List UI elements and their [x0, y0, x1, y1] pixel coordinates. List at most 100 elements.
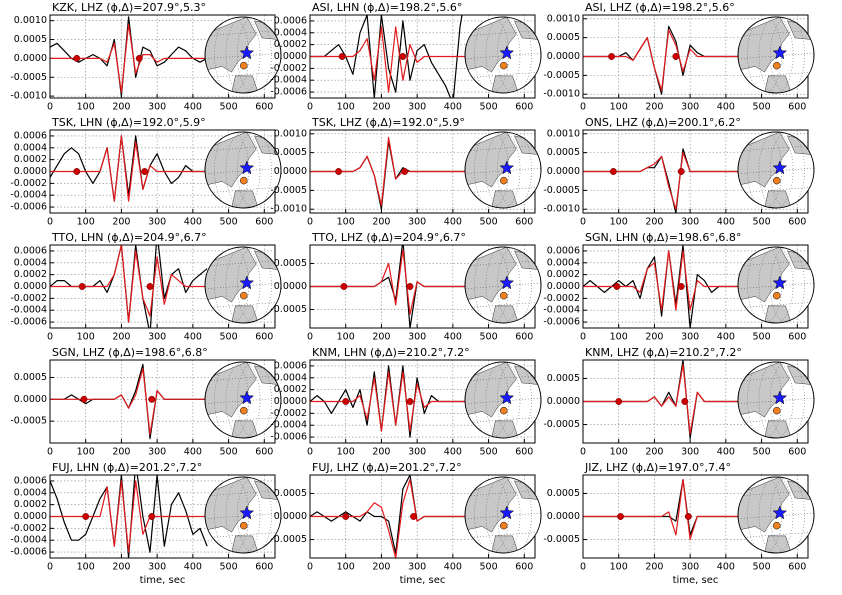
x-tick-label: 100	[610, 562, 628, 573]
globe-outline	[737, 361, 815, 439]
parallel	[738, 375, 814, 382]
y-tick-label: -0.0005	[543, 534, 580, 545]
parallel	[465, 416, 541, 424]
y-tick-label: 0.0005	[547, 373, 580, 384]
y-tick-label: 0.0006	[14, 130, 47, 141]
y-tick-label: 0.0000	[547, 281, 580, 292]
landmass	[491, 420, 519, 438]
parallel	[465, 186, 541, 194]
meridian	[485, 247, 521, 323]
panel-title: TSK, LHZ (ϕ,Δ)=192.0°,5.9°	[311, 116, 465, 129]
x-tick-label: 0	[307, 447, 313, 458]
parallel	[738, 167, 814, 175]
x-tick-label: 600	[255, 102, 273, 113]
meridian	[237, 477, 272, 553]
x-tick-label: 100	[337, 102, 355, 113]
plot-lines	[583, 25, 741, 95]
y-tick-label: -0.0002	[270, 408, 307, 419]
parallel	[465, 490, 541, 497]
epicenter-star	[772, 160, 788, 175]
panel-title: FUJ, LHN (ϕ,Δ)=201.2°,7.2°	[52, 461, 202, 474]
meridian	[758, 132, 794, 208]
x-tick-label: 200	[372, 332, 390, 343]
x-tick-label: 500	[753, 332, 771, 343]
panel-title: SGN, LHN (ϕ,Δ)=198.6°,6.8°	[585, 231, 741, 244]
epicenter-star	[499, 45, 515, 60]
x-tick-label: 400	[717, 562, 735, 573]
x-tick-label: 300	[148, 447, 166, 458]
meridian	[237, 247, 272, 323]
parallel	[205, 397, 281, 405]
plot-lines	[310, 15, 468, 98]
x-tick-label: 300	[681, 102, 699, 113]
x-tick-label: 100	[610, 217, 628, 228]
x-tick-label: 200	[645, 447, 663, 458]
parallel	[205, 52, 281, 60]
epicenter-star	[772, 275, 788, 290]
panel-title: TSK, LHN (ϕ,Δ)=192.0°,5.9°	[51, 116, 206, 129]
station	[240, 406, 248, 415]
parallel	[738, 397, 814, 405]
station	[773, 521, 781, 530]
globe-outline	[464, 476, 542, 554]
parallel	[465, 282, 541, 290]
pick-point	[615, 398, 623, 405]
parallel	[738, 52, 814, 60]
meridian	[497, 247, 532, 323]
x-tick-label: 100	[337, 447, 355, 458]
panel-title: ASI, LHZ (ϕ,Δ)=198.2°,5.6°	[585, 1, 735, 14]
pick-point	[684, 513, 692, 520]
waveform	[583, 245, 741, 328]
x-tick-label: 400	[184, 562, 202, 573]
x-tick-label: 600	[515, 217, 533, 228]
panel-title: FUJ, LHZ (ϕ,Δ)=201.2°,7.2°	[312, 461, 462, 474]
x-tick-label: 600	[788, 332, 806, 343]
pick-point	[406, 283, 414, 290]
x-tick-label: 100	[77, 447, 95, 458]
panel-title: TTO, LHN (ϕ,Δ)=204.9°,6.7°	[51, 231, 207, 244]
x-tick-label: 0	[307, 562, 313, 573]
panel: SGN, LHN (ϕ,Δ)=198.6°,6.8° -0.0006-0.0004…	[543, 231, 815, 343]
y-tick-label: -0.0004	[10, 190, 47, 201]
station	[773, 176, 781, 185]
waveform	[310, 479, 468, 558]
x-tick-label: 100	[77, 332, 95, 343]
y-tick-label: 0.0000	[547, 166, 580, 177]
globe-outline	[464, 16, 542, 94]
y-tick-label: -0.0005	[270, 534, 307, 545]
station	[500, 521, 508, 530]
waveform	[310, 371, 468, 432]
x-tick-label: 100	[610, 447, 628, 458]
x-tick-label: 600	[788, 217, 806, 228]
x-tick-label: 200	[372, 447, 390, 458]
y-tick-label: 0.0002	[14, 154, 47, 165]
y-tick-label: 0.0010	[274, 128, 307, 139]
pick-point	[148, 395, 156, 403]
pick-point	[335, 168, 343, 175]
plot-lines	[50, 135, 208, 202]
panel: ONS, LHZ (ϕ,Δ)=200.1°,6.2° -0.0010 -0.0005…	[543, 116, 815, 228]
y-tick-label: -0.0002	[10, 178, 47, 189]
parallel	[205, 416, 281, 424]
waveform	[583, 152, 741, 210]
globe-outline	[204, 131, 282, 209]
waveform	[50, 368, 208, 435]
panel: FUJ, LHN (ϕ,Δ)=201.2°,7.2° -0.0006-0.0004…	[10, 461, 282, 586]
meridian	[758, 247, 794, 323]
plot-lines	[50, 475, 208, 558]
station	[240, 176, 248, 185]
parallel	[738, 490, 814, 497]
y-tick-label: -0.0006	[10, 547, 47, 558]
pick-point	[135, 54, 143, 62]
panel: KNM, LHZ (ϕ,Δ)=210.2°,7.2° -0.0005 0.0000 0…	[543, 346, 815, 458]
globe-land	[738, 362, 814, 438]
y-tick-label: 0.0006	[274, 360, 307, 371]
parallel	[738, 531, 814, 539]
panel-title: KNM, LHZ (ϕ,Δ)=210.2°,7.2°	[585, 346, 742, 359]
y-tick-label: 0.0006	[14, 245, 47, 256]
globe-outline	[737, 131, 815, 209]
parallel	[205, 282, 281, 290]
landmass	[738, 17, 790, 73]
x-tick-label: 400	[717, 102, 735, 113]
